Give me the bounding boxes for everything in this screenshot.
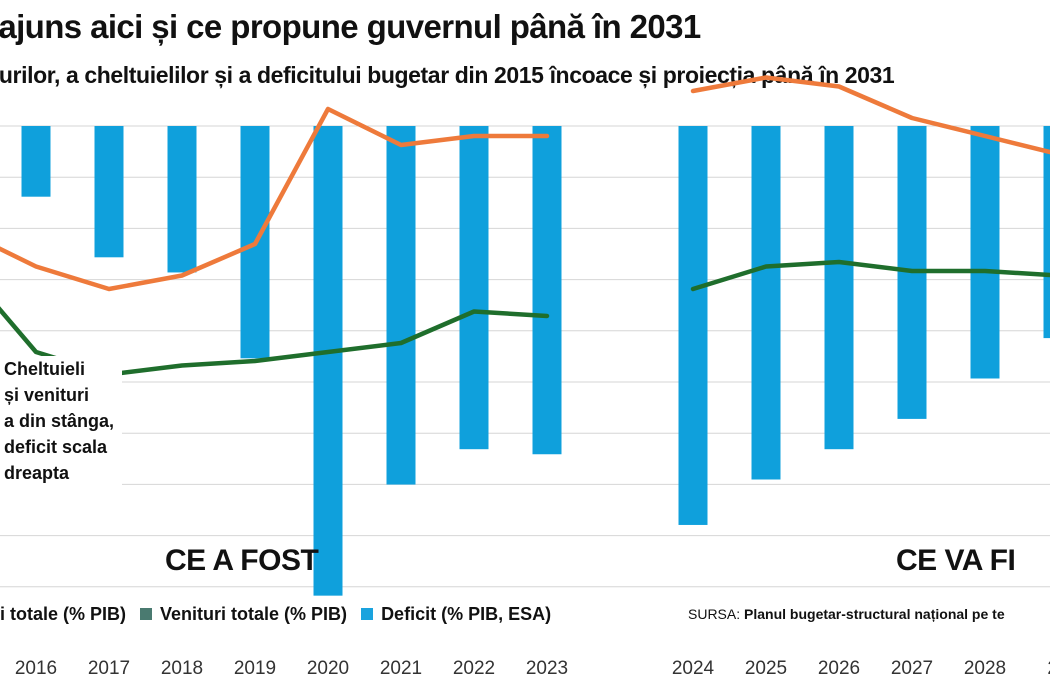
chart-subtitle: niturilor, a cheltuielilor și a deficitu… — [0, 62, 895, 88]
x-tick-label: 2027 — [890, 658, 934, 679]
legend-swatch-deficit — [361, 608, 374, 620]
legend-item-expenditure: ieli totale (% PIB) — [0, 604, 126, 625]
x-tick-label: 20 — [1047, 658, 1050, 680]
deficit-bar — [751, 126, 781, 480]
x-tick-label: 2023 — [525, 658, 569, 679]
scale-note-line: Cheltuieli — [4, 359, 86, 379]
scale-note-line: a din stânga, — [4, 411, 115, 431]
x-tick-label: 2017 — [87, 658, 131, 679]
deficit-bar — [824, 126, 854, 450]
chart-title: a ajuns aici și ce propune guvernul până… — [0, 8, 701, 45]
x-tick-label: 2019 — [233, 658, 277, 679]
revenue-line-future — [690, 259, 1050, 292]
x-tick-label: 2018 — [160, 658, 204, 679]
source-text: Planul bugetar-structural național pe te — [744, 606, 1005, 622]
legend-label: Deficit (% PIB, ESA) — [381, 603, 552, 624]
x-tick-label: 2022 — [452, 658, 496, 679]
x-tick-label: 2021 — [379, 658, 423, 679]
scale-note: Cheltuieli și venituri a din stânga, def… — [0, 356, 122, 486]
deficit-bar — [386, 126, 416, 485]
x-tick-label: 2025 — [744, 658, 788, 679]
x-tick-label: 2020 — [306, 658, 350, 679]
scale-note-line: deficit scala — [4, 437, 108, 457]
expenditure-line-future — [690, 75, 1050, 155]
source-label: SURSA: — [688, 606, 741, 622]
chart-source: SURSA: Planul bugetar-structural naționa… — [688, 606, 1005, 622]
deficit-bar — [1043, 126, 1050, 339]
deficit-bar — [678, 126, 708, 525]
deficit-bar — [21, 126, 51, 197]
x-tick-label: 2024 — [671, 658, 715, 679]
x-tick-label: 2028 — [963, 658, 1007, 679]
deficit-bar — [94, 126, 124, 258]
legend-item-deficit: Deficit (% PIB, ESA) — [361, 604, 551, 625]
deficit-bar — [970, 126, 1000, 379]
section-label-future: CE VA FI — [896, 544, 1016, 577]
legend-item-revenue: Venituri totale (% PIB) — [140, 604, 347, 625]
deficit-bar — [167, 126, 197, 273]
legend-label: Venituri totale (% PIB) — [160, 603, 348, 624]
legend-swatch-revenue — [140, 608, 153, 620]
deficit-bar — [459, 126, 489, 450]
chart-legend: ieli totale (% PIB) Venituri totale (% P… — [0, 602, 565, 626]
scale-note-line: și venituri — [4, 385, 90, 405]
scale-note-line: dreapta — [4, 463, 70, 483]
deficit-bar — [313, 126, 343, 596]
x-tick-label: 2016 — [14, 658, 58, 679]
section-label-past: CE A FOST — [165, 544, 319, 577]
deficit-bar — [532, 126, 562, 455]
legend-label: ieli totale (% PIB) — [0, 603, 127, 624]
expenditure-line-past — [0, 106, 550, 292]
x-tick-label: 2026 — [817, 658, 861, 679]
